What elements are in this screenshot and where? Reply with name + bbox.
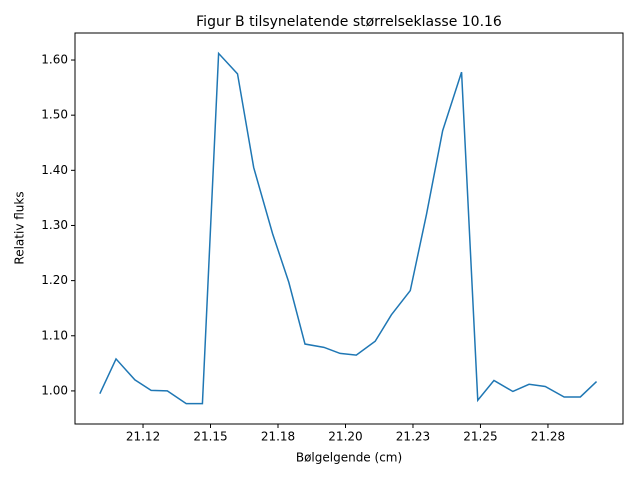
x-tick-label: 21.18 xyxy=(261,430,295,444)
y-axis-label: Relativ fluks xyxy=(13,191,27,264)
y-tick-label: 1.20 xyxy=(41,273,68,287)
x-tick-label: 21.23 xyxy=(396,430,430,444)
plot-frame xyxy=(74,32,624,425)
y-tick-label: 1.60 xyxy=(41,53,68,67)
chart-title: Figur B tilsynelatende størrelseklasse 1… xyxy=(196,14,502,30)
y-tick-label: 1.30 xyxy=(41,218,68,232)
x-axis-label: Bølgelgende (cm) xyxy=(296,451,402,465)
y-tick-label: 1.50 xyxy=(41,108,68,122)
x-tick-label: 21.28 xyxy=(531,430,565,444)
x-tick-label: 21.25 xyxy=(463,430,497,444)
x-tick-label: 21.20 xyxy=(328,430,362,444)
y-tick-label: 1.40 xyxy=(41,163,68,177)
data-line xyxy=(99,51,598,405)
x-tick-label: 21.15 xyxy=(193,430,227,444)
y-tick-label: 1.00 xyxy=(41,383,68,397)
x-tick-label: 21.12 xyxy=(126,430,160,444)
y-tick-label: 1.10 xyxy=(41,328,68,342)
